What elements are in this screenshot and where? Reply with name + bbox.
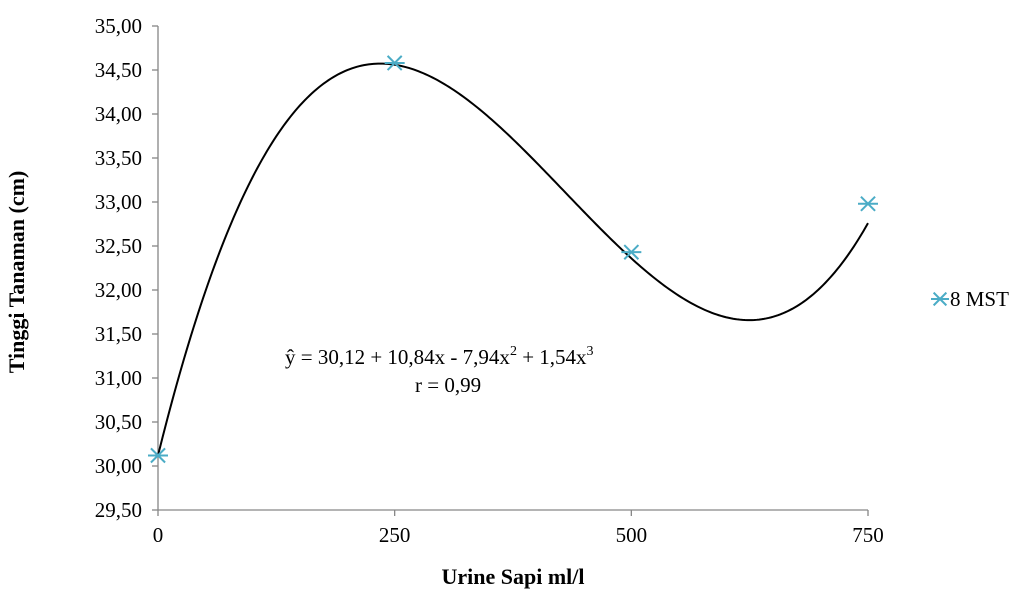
y-tick-label: 31,00 <box>95 366 142 390</box>
y-tick-label: 33,00 <box>95 190 142 214</box>
x-tick-label: 500 <box>616 523 648 547</box>
legend-label-8-mst: 8 MST <box>950 287 1009 311</box>
legend-marker-8-mst <box>931 291 949 307</box>
y-tick-label: 29,50 <box>95 498 142 522</box>
x-axis: 0 250 500 750 <box>153 509 884 547</box>
y-tick-label: 32,00 <box>95 278 142 302</box>
y-tick-label: 35,00 <box>95 14 142 38</box>
correlation-label: r = 0,99 <box>415 373 481 397</box>
x-tick-label: 750 <box>852 523 884 547</box>
y-tick-label: 31,50 <box>95 322 142 346</box>
trendline-curve <box>157 62 869 456</box>
y-tick-label: 32,50 <box>95 234 142 258</box>
trendline-equation: ŷ = 30,12 + 10,84x - 7,94x2 + 1,54x3 <box>285 344 594 369</box>
data-point <box>621 244 642 260</box>
legend: 8 MST <box>931 287 1009 311</box>
y-tick-label: 34,50 <box>95 58 142 82</box>
x-tick-label: 0 <box>153 523 164 547</box>
y-tick-label: 33,50 <box>95 146 142 170</box>
x-axis-title: Urine Sapi ml/l <box>441 564 584 589</box>
y-axis-title: Tinggi Tanaman (cm) <box>4 171 29 374</box>
data-point <box>858 195 878 212</box>
trendline <box>157 62 869 456</box>
y-tick-label: 30,00 <box>95 454 142 478</box>
data-point <box>384 55 405 71</box>
data-points <box>148 55 878 464</box>
data-point <box>148 447 168 464</box>
y-axis: 29,50 30,00 30,50 31,00 31,50 32,00 32,50 33,00… <box>95 14 159 522</box>
x-tick-label: 250 <box>379 523 411 547</box>
y-tick-label: 30,50 <box>95 410 142 434</box>
y-tick-label: 34,00 <box>95 102 142 126</box>
